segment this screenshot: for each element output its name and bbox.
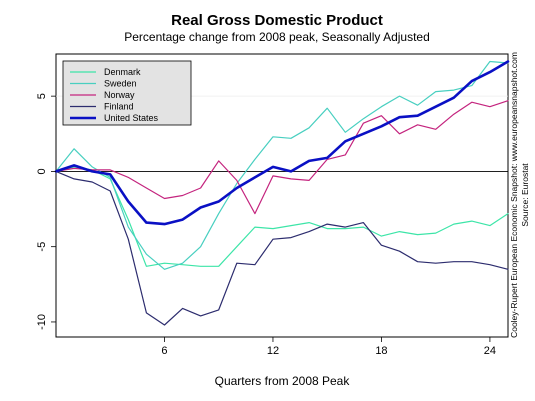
- series-line-norway: [55, 100, 509, 215]
- x-tick-label: 12: [267, 345, 279, 357]
- series-lines: [54, 60, 510, 326]
- series-line-denmark: [55, 166, 509, 267]
- y-tick-label: 5: [36, 93, 48, 99]
- legend-label-denmark: Denmark: [104, 67, 141, 77]
- series-line-finland: [55, 170, 509, 326]
- y-tick-label: 0: [36, 168, 48, 174]
- y-tick-label: -10: [36, 314, 48, 330]
- legend-label-norway: Norway: [104, 90, 135, 100]
- x-axis-label: Quarters from 2008 Peak: [215, 374, 351, 388]
- y-axis-ticks: -10 -5 0 5: [36, 93, 56, 330]
- legend-label-sweden: Sweden: [104, 79, 137, 89]
- series-line-sweden: [55, 60, 509, 270]
- source-note: Cooley-Rupert European Economic Snapshot…: [509, 52, 519, 338]
- chart-subtitle: Percentage change from 2008 peak, Season…: [124, 30, 430, 44]
- x-tick-label: 18: [375, 345, 387, 357]
- y-tick-label: -5: [36, 242, 48, 252]
- x-tick-label: 6: [161, 345, 167, 357]
- series-line-united-states: [54, 60, 510, 226]
- x-axis-ticks: 6 12 18 24: [161, 337, 496, 357]
- source-credit: Source: Eurostat: [520, 163, 530, 227]
- chart-title: Real Gross Domestic Product: [171, 12, 383, 29]
- legend-label-finland: Finland: [104, 102, 134, 112]
- legend-label-united-states: United States: [104, 113, 159, 123]
- x-tick-label: 24: [484, 345, 496, 357]
